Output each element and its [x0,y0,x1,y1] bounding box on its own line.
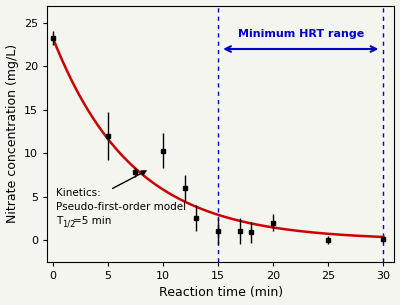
Y-axis label: Nitrate concentration (mg/L): Nitrate concentration (mg/L) [6,44,18,223]
X-axis label: Reaction time (min): Reaction time (min) [159,286,283,300]
Text: Pseudo-first-order model: Pseudo-first-order model [56,202,186,212]
Text: 1/2: 1/2 [62,220,76,229]
Text: Kinetics:: Kinetics: [56,188,101,199]
Text: Minimum HRT range: Minimum HRT range [238,29,364,38]
Text: =5 min: =5 min [73,216,111,226]
Text: T: T [56,216,62,226]
